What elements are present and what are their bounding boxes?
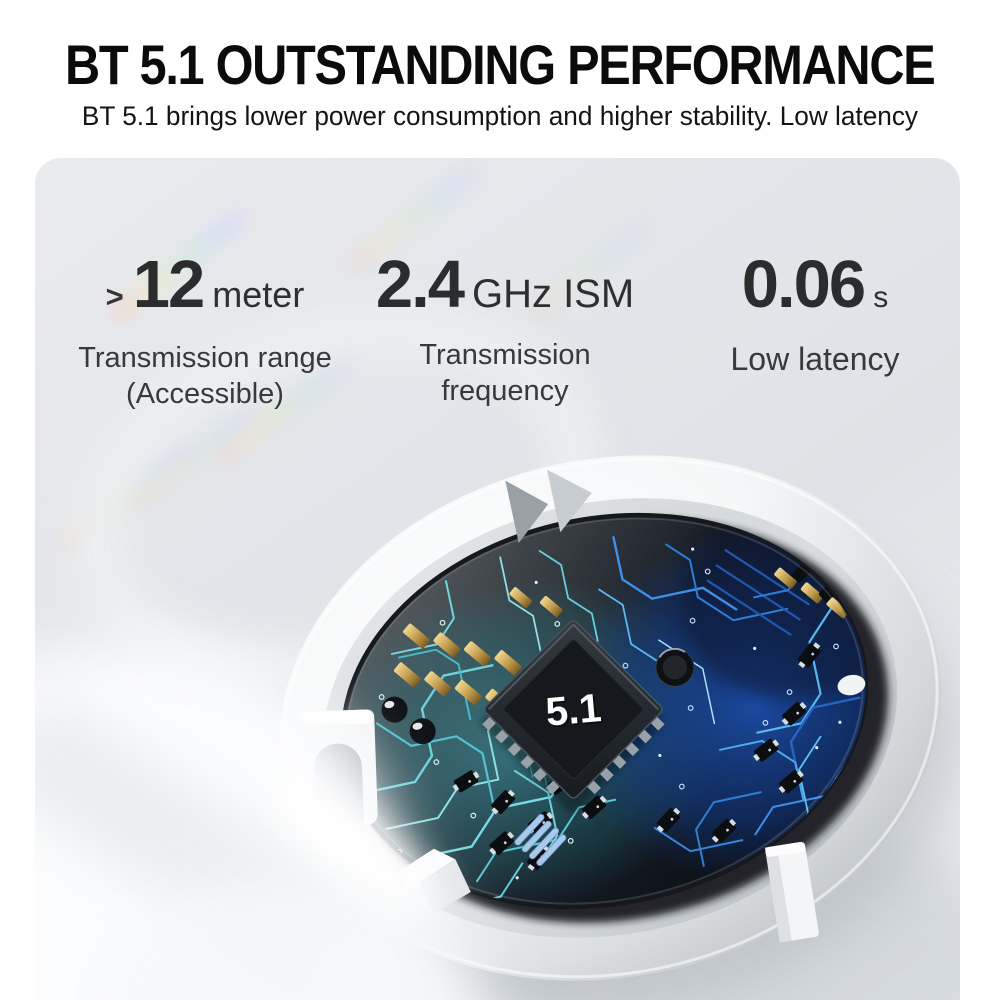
spec-label-line1: Low latency <box>730 341 900 377</box>
earbud: 5.1 5.1 <box>278 455 959 1000</box>
spec-unit: meter <box>212 274 305 315</box>
top-notch-tab <box>505 469 592 544</box>
chip-label-shadow: 5.1 <box>546 688 605 737</box>
connector-component <box>514 813 567 867</box>
spec-transmission-frequency: 2.4 GHz ISM Transmission frequency <box>365 250 645 409</box>
earbud-photo: 5.1 5.1 <box>35 164 960 1000</box>
bottom-post-tab <box>764 841 819 943</box>
page-title: BT 5.1 OUTSTANDING PERFORMANCE <box>0 34 1000 96</box>
page-subtitle-text: BT 5.1 brings lower power consumption an… <box>81 101 919 131</box>
spec-value-row: > 12 meter <box>55 250 355 332</box>
spec-label-line2: frequency <box>441 375 569 407</box>
page-title-text: BT 5.1 OUTSTANDING PERFORMANCE <box>65 33 936 96</box>
right-bump-tab <box>837 674 866 696</box>
capacitors <box>381 696 436 745</box>
spec-label: Transmission range (Accessible) <box>55 340 355 412</box>
chip-label: 5.1 <box>544 686 603 735</box>
spec-label-line1: Transmission range <box>78 342 332 374</box>
page-subtitle: BT 5.1 brings lower power consumption an… <box>0 100 1000 132</box>
header: BT 5.1 OUTSTANDING PERFORMANCE BT 5.1 br… <box>0 34 1000 132</box>
foreground-blur <box>35 645 485 1000</box>
spec-unit: s <box>873 281 889 314</box>
product-photo-card: 5.1 5.1 <box>35 158 960 1000</box>
spec-label: Low latency <box>680 341 950 377</box>
spec-unit: GHz ISM <box>471 272 635 316</box>
spec-number: 0.06 <box>741 247 866 322</box>
greater-than-symbol: > <box>105 279 124 314</box>
spec-transmission-range: > 12 meter Transmission range (Accessibl… <box>55 250 355 412</box>
spec-label-line2: (Accessible) <box>126 378 284 410</box>
spec-number: 12 <box>132 247 206 322</box>
spec-value-row: 0.06 s <box>680 250 950 333</box>
bluetooth-chip: 5.1 5.1 <box>481 620 665 813</box>
pcb-traces-blue <box>598 536 861 867</box>
spec-label-line1: Transmission <box>419 339 591 371</box>
spec-value-row: 2.4 GHz ISM <box>365 250 645 329</box>
microphone-component <box>655 647 695 687</box>
spec-low-latency: 0.06 s Low latency <box>680 250 950 378</box>
spec-label: Transmission frequency <box>365 337 645 409</box>
spec-number: 2.4 <box>375 247 465 322</box>
